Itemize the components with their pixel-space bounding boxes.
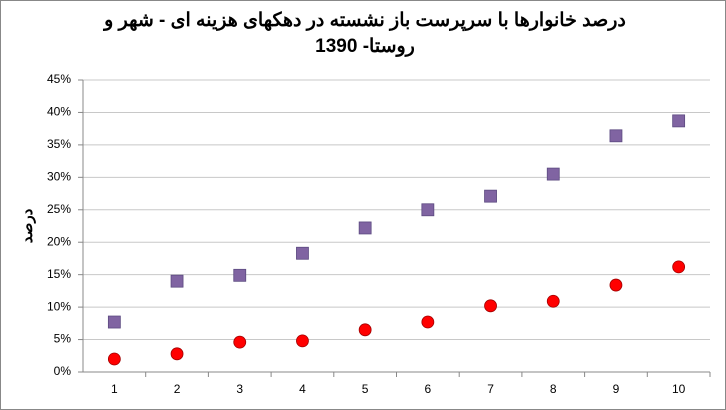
point — [609, 129, 623, 143]
x-tick-label: 2 — [174, 382, 181, 396]
x-tick-label: 3 — [236, 382, 243, 396]
point — [546, 294, 560, 308]
point — [107, 315, 121, 329]
x-tick-label: 8 — [550, 382, 557, 396]
y-tick-label: 40% — [47, 105, 71, 119]
y-tick-label: 5% — [54, 332, 72, 346]
point — [421, 203, 435, 217]
point — [609, 278, 623, 292]
y-tick-label: 10% — [47, 299, 71, 313]
point — [484, 189, 497, 203]
y-tick-label: 15% — [47, 267, 71, 281]
point — [358, 221, 372, 235]
point — [421, 315, 435, 329]
point — [296, 334, 309, 348]
y-axis-label: درصد — [19, 208, 36, 243]
point — [672, 114, 686, 128]
x-tick-label: 7 — [487, 382, 494, 396]
y-tick-label: 35% — [47, 137, 71, 151]
chart-title: درصد خانوارها با سرپرست باز نشسته در دهک… — [104, 10, 626, 57]
y-tick-label: 20% — [47, 234, 71, 248]
x-tick-label: 9 — [613, 382, 620, 396]
y-tick-label: 0% — [54, 364, 72, 378]
x-tick-label: 6 — [425, 382, 432, 396]
point — [296, 246, 309, 260]
point — [358, 323, 372, 337]
x-tick-label: 10 — [672, 382, 686, 396]
point — [233, 335, 247, 349]
y-tick-label: 30% — [47, 170, 71, 184]
point — [170, 274, 184, 288]
x-tick-label: 4 — [299, 382, 306, 396]
point — [484, 299, 497, 313]
point — [672, 260, 686, 274]
point — [233, 268, 247, 282]
y-tick-label: 25% — [47, 202, 71, 216]
y-tick-label: 45% — [47, 72, 71, 86]
x-tick-label: 1 — [111, 382, 118, 396]
point — [170, 347, 184, 361]
point — [546, 167, 560, 181]
point — [107, 352, 121, 366]
x-tick-label: 5 — [362, 382, 369, 396]
